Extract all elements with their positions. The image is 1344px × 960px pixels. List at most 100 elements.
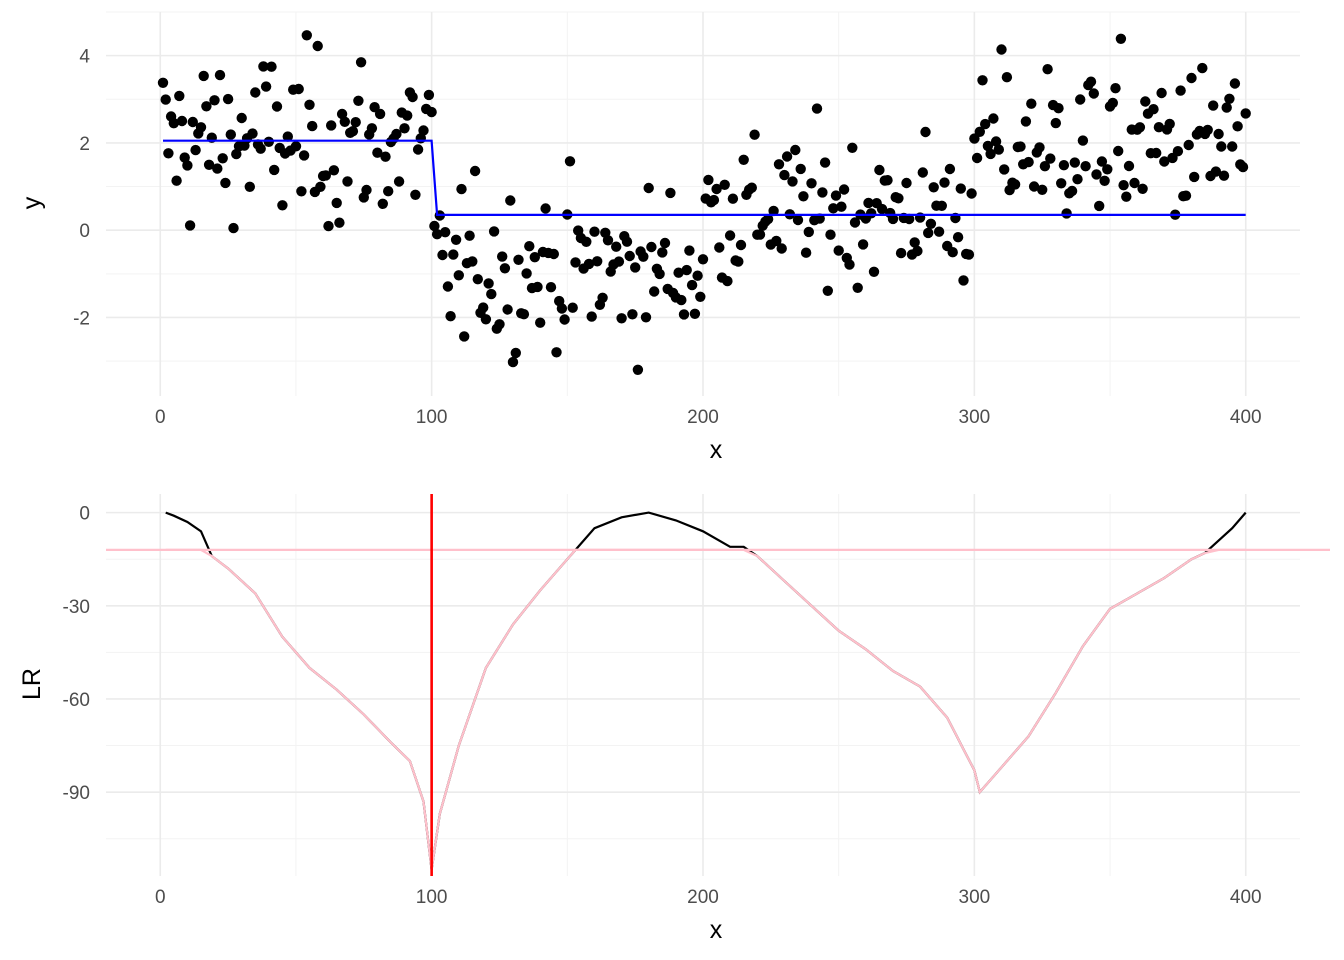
- scatter-point: [920, 126, 931, 138]
- scatter-point: [222, 93, 234, 105]
- scatter-point: [353, 95, 364, 107]
- scatter-point: [643, 182, 654, 194]
- scatter-point: [518, 309, 530, 320]
- scatter-point: [244, 181, 255, 192]
- scatter-point: [719, 179, 730, 190]
- scatter-point: [266, 61, 277, 72]
- scatter-point: [1186, 72, 1197, 84]
- scatter-point: [781, 151, 793, 162]
- scatter-point: [258, 61, 269, 72]
- lr-y-ticks: -90 -60 -30 0: [63, 504, 90, 805]
- scatter-point: [456, 183, 467, 195]
- lr-y-tick-label: -60: [63, 690, 90, 711]
- scatter-point: [399, 123, 410, 134]
- scatter-point: [260, 81, 272, 92]
- scatter-x-ticks: 0 100 200 300 400: [155, 407, 1262, 428]
- scatter-point: [307, 120, 318, 132]
- scatter-y-tick-label: -2: [73, 308, 90, 329]
- scatter-point: [312, 40, 323, 52]
- lr-x-tick-label: 0: [155, 887, 166, 908]
- scatter-point: [1053, 103, 1064, 114]
- scatter-point: [974, 126, 985, 137]
- scatter-point: [779, 169, 790, 181]
- scatter-point: [665, 187, 676, 199]
- scatter-point: [1140, 96, 1151, 107]
- scatter-point: [1069, 157, 1081, 168]
- scatter-point: [1066, 185, 1078, 197]
- scatter-point: [410, 189, 421, 200]
- scatter-point: [328, 165, 340, 176]
- scatter-point: [323, 220, 334, 232]
- scatter-point: [1034, 142, 1045, 153]
- scatter-point: [220, 177, 231, 189]
- scatter-grid: [106, 11, 1300, 396]
- scatter-point: [540, 203, 551, 214]
- scatter-point: [928, 182, 939, 193]
- scatter-point: [692, 270, 703, 281]
- scatter-point: [217, 153, 228, 164]
- scatter-point: [589, 226, 600, 237]
- scatter-point: [909, 237, 920, 248]
- lr-y-tick-label: -90: [63, 783, 90, 804]
- scatter-point: [535, 317, 546, 328]
- scatter-point: [863, 197, 874, 209]
- scatter-point: [472, 274, 483, 285]
- scatter-point: [361, 184, 372, 196]
- scatter-point: [187, 116, 198, 128]
- scatter-point: [586, 311, 597, 322]
- scatter-point: [1237, 161, 1249, 173]
- scatter-point: [157, 77, 169, 89]
- scatter-point: [190, 144, 201, 156]
- scatter-point: [497, 251, 508, 262]
- scatter-point: [298, 150, 310, 161]
- scatter-point: [464, 230, 475, 241]
- lr-x-axis-label: x: [710, 916, 723, 944]
- scatter-point: [735, 239, 747, 251]
- scatter-point: [798, 191, 809, 202]
- scatter-point: [1118, 180, 1129, 191]
- scatter-point: [800, 247, 812, 258]
- scatter-point: [429, 220, 440, 232]
- scatter-point: [247, 128, 258, 139]
- scatter-point: [727, 193, 739, 204]
- lr-panel: 0 100 200 300 400 -90 -60 -30 0 x LR: [18, 494, 1330, 944]
- scatter-point: [678, 309, 690, 320]
- scatter-point: [616, 313, 627, 324]
- scatter-y-ticks: -2 0 2 4: [73, 47, 90, 330]
- lr-x-ticks: 0 100 200 300 400: [155, 887, 1262, 908]
- scatter-point: [754, 229, 766, 240]
- scatter-point: [513, 254, 524, 265]
- scatter-point: [1180, 190, 1192, 201]
- scatter-point: [1216, 141, 1227, 152]
- scatter-point: [326, 120, 337, 131]
- scatter-point: [304, 99, 315, 111]
- scatter-point: [255, 143, 266, 154]
- scatter-point: [1137, 183, 1148, 194]
- scatter-point: [163, 148, 174, 159]
- scatter-point: [703, 174, 714, 186]
- scatter-point: [1080, 161, 1091, 172]
- scatter-point: [209, 95, 220, 106]
- scatter-point: [1050, 117, 1062, 129]
- scatter-point: [1023, 156, 1034, 168]
- scatter-point: [342, 176, 353, 187]
- scatter-point: [271, 101, 283, 112]
- scatter-point: [1183, 139, 1194, 151]
- scatter-point: [857, 239, 869, 250]
- scatter-point: [1164, 118, 1175, 130]
- scatter-point: [844, 259, 855, 270]
- scatter-point: [733, 256, 744, 267]
- scatter-point: [917, 167, 928, 178]
- scatter-point: [912, 245, 923, 257]
- scatter-point: [174, 90, 185, 102]
- scatter-point: [502, 304, 513, 315]
- scatter-point: [1113, 145, 1124, 157]
- scatter-point: [480, 314, 492, 325]
- scatter-point: [301, 30, 312, 41]
- scatter-point: [339, 116, 350, 128]
- scatter-point: [529, 252, 540, 263]
- scatter-point: [1028, 181, 1040, 192]
- scatter-point: [551, 347, 562, 358]
- scatter-point: [412, 144, 424, 155]
